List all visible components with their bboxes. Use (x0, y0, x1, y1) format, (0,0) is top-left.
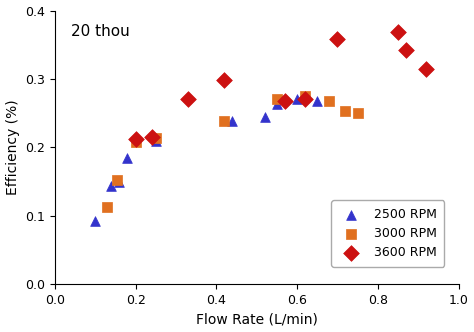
Point (132, 139, 139, 144)
Point (281, 98, 289, 104)
Point (103, 204, 111, 209)
Point (184, 97, 192, 102)
Point (148, 134, 155, 140)
Point (91, 218, 99, 223)
X-axis label: Flow Rate (L/min): Flow Rate (L/min) (196, 312, 318, 326)
Point (228, 119, 236, 124)
Point (326, 98, 333, 104)
Point (114, 177, 121, 182)
Y-axis label: Efficiency (%): Efficiency (%) (6, 100, 19, 195)
Point (394, 30, 402, 35)
Point (354, 111, 361, 116)
Point (124, 155, 131, 160)
Point (422, 66, 430, 71)
Legend: 2500 RPM, 3000 RPM, 3600 RPM: 2500 RPM, 3000 RPM, 3600 RPM (331, 201, 444, 267)
Point (273, 102, 281, 107)
Text: 20 thou: 20 thou (71, 24, 130, 39)
Point (108, 184, 115, 189)
Point (273, 97, 281, 102)
Point (132, 136, 139, 142)
Point (261, 115, 269, 120)
Point (220, 119, 228, 124)
Point (301, 93, 309, 99)
Point (152, 136, 160, 141)
Point (334, 37, 341, 42)
Point (116, 179, 123, 184)
Point (220, 78, 228, 83)
Point (313, 98, 321, 104)
Point (342, 109, 349, 114)
Point (301, 97, 309, 102)
Point (293, 97, 301, 102)
Point (152, 138, 160, 143)
Point (402, 47, 410, 53)
